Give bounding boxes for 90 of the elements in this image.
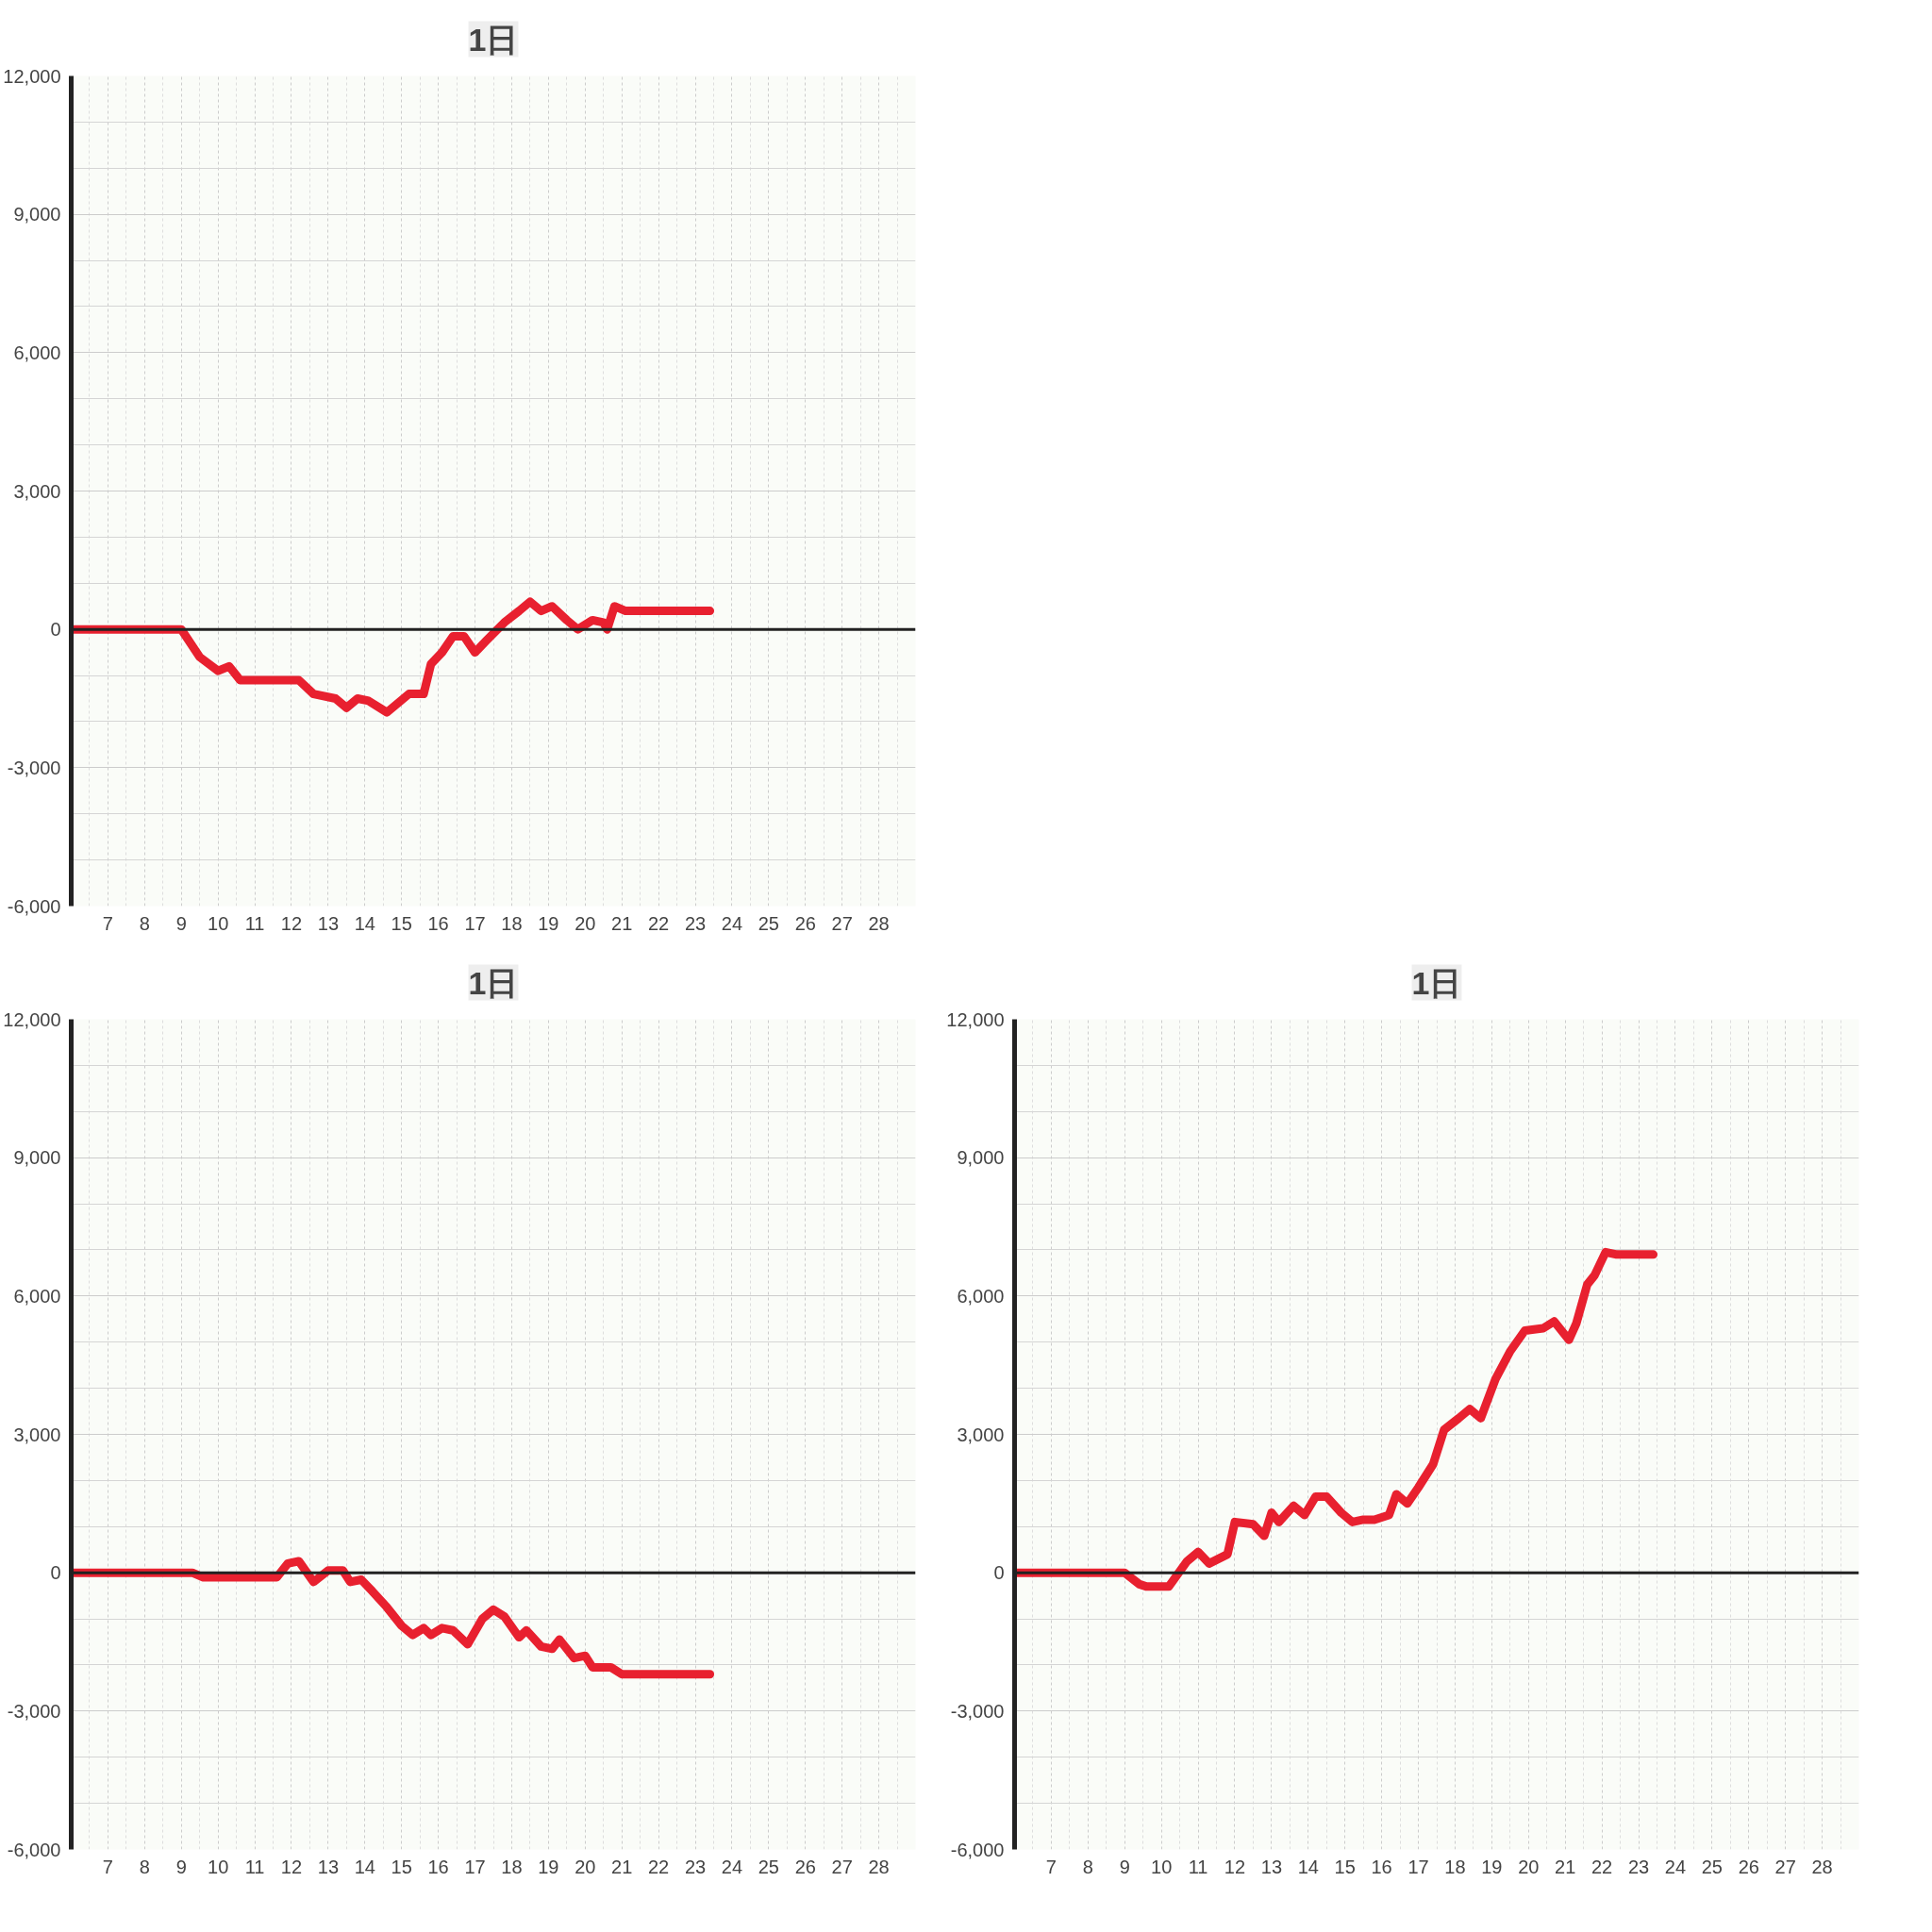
x-tick-label: 21 (611, 1856, 633, 1877)
x-tick-label: 11 (1188, 1856, 1208, 1877)
x-tick-label: 21 (1555, 1856, 1576, 1877)
x-tick-label: 24 (721, 912, 743, 934)
x-tick-label: 17 (464, 1856, 486, 1877)
x-tick-label: 24 (721, 1856, 743, 1877)
x-tick-label: 23 (684, 1856, 707, 1877)
x-tick-label: 12 (1224, 1856, 1246, 1877)
x-tick-label: 25 (758, 912, 779, 934)
y-tick-label: 3,000 (13, 480, 61, 502)
x-tick-label: 16 (427, 912, 449, 934)
x-tick-label: 19 (538, 912, 559, 934)
x-tick-label: 15 (391, 912, 412, 934)
x-tick-label: 9 (1119, 1856, 1130, 1877)
y-tick-label: 9,000 (13, 1147, 61, 1169)
y-tick-label: -6,000 (7, 1839, 61, 1860)
x-tick-label: 13 (1260, 1856, 1283, 1877)
chart-title: 1日 (1411, 964, 1462, 1001)
x-tick-label: 12 (280, 912, 303, 934)
x-tick-label: 19 (538, 1856, 559, 1877)
x-tick-label: 18 (501, 912, 523, 934)
x-tick-label: 8 (139, 1856, 150, 1877)
x-tick-label: 9 (175, 1856, 187, 1877)
x-tick-label: 14 (1297, 1856, 1319, 1877)
x-tick-label: 25 (758, 1856, 779, 1877)
x-tick-label: 27 (831, 912, 853, 934)
x-tick-label: 16 (427, 1856, 449, 1877)
y-tick-label: 6,000 (13, 1285, 61, 1307)
x-tick-label: 20 (1518, 1856, 1540, 1877)
x-tick-label: 19 (1481, 1856, 1503, 1877)
x-tick-label: 18 (501, 1856, 523, 1877)
x-tick-label: 13 (317, 1856, 340, 1877)
x-tick-label: 7 (1045, 1856, 1057, 1877)
x-tick-label: 10 (208, 912, 229, 934)
x-tick-label: 15 (391, 1856, 412, 1877)
x-tick-label: 11 (244, 912, 265, 934)
x-tick-label: 17 (1407, 1856, 1429, 1877)
y-tick-label: -6,000 (950, 1839, 1005, 1860)
x-tick-label: 8 (139, 912, 150, 934)
x-tick-label: 16 (1371, 1856, 1392, 1877)
x-tick-label: 26 (1738, 1856, 1759, 1877)
x-tick-label: 22 (647, 912, 670, 934)
x-tick-label: 27 (1774, 1856, 1796, 1877)
y-tick-label: 6,000 (13, 341, 61, 363)
x-tick-label: 18 (1444, 1856, 1466, 1877)
x-tick-label: 14 (354, 912, 375, 934)
x-tick-label: 22 (1591, 1856, 1613, 1877)
x-tick-label: 8 (1082, 1856, 1093, 1877)
chart-title: 1日 (468, 964, 519, 1001)
x-tick-label: 14 (354, 1856, 375, 1877)
x-tick-label: 23 (684, 912, 707, 934)
y-tick-label: 12,000 (946, 1008, 1005, 1030)
y-tick-label: 12,000 (3, 65, 61, 87)
x-tick-label: 28 (868, 1856, 890, 1877)
y-tick-label: 0 (993, 1562, 1005, 1584)
y-tick-label: -3,000 (950, 1700, 1005, 1722)
y-tick-label: 9,000 (957, 1147, 1005, 1169)
x-tick-label: 22 (647, 1856, 670, 1877)
x-tick-label: 10 (1151, 1856, 1173, 1877)
x-tick-label: 15 (1334, 1856, 1356, 1877)
x-tick-label: 24 (1664, 1856, 1687, 1877)
y-tick-label: 12,000 (3, 1008, 61, 1030)
x-tick-label: 27 (831, 1856, 853, 1877)
x-tick-label: 12 (280, 1856, 303, 1877)
x-tick-label: 20 (575, 1856, 596, 1877)
y-tick-label: -6,000 (7, 895, 61, 917)
y-tick-label: -3,000 (7, 757, 61, 778)
x-tick-label: 21 (611, 912, 633, 934)
x-tick-label: 28 (1811, 1856, 1833, 1877)
x-tick-label: 28 (868, 912, 890, 934)
x-tick-label: 9 (175, 912, 187, 934)
x-tick-label: 10 (208, 1856, 229, 1877)
y-tick-label: 9,000 (13, 204, 61, 225)
x-tick-label: 7 (102, 1856, 113, 1877)
x-tick-label: 17 (464, 912, 486, 934)
y-tick-label: -3,000 (7, 1700, 61, 1722)
x-tick-label: 20 (575, 912, 596, 934)
x-tick-label: 13 (317, 912, 340, 934)
y-tick-label: 3,000 (13, 1424, 61, 1445)
y-tick-label: 0 (50, 619, 61, 641)
x-tick-label: 7 (102, 912, 113, 934)
x-tick-label: 23 (1627, 1856, 1650, 1877)
chart-title: 1日 (468, 21, 519, 58)
x-tick-label: 26 (794, 1856, 816, 1877)
y-tick-label: 3,000 (957, 1424, 1005, 1445)
x-tick-label: 11 (244, 1856, 265, 1877)
x-tick-label: 25 (1701, 1856, 1723, 1877)
y-tick-label: 0 (50, 1562, 61, 1584)
x-tick-label: 26 (794, 912, 816, 934)
y-tick-label: 6,000 (957, 1285, 1005, 1307)
